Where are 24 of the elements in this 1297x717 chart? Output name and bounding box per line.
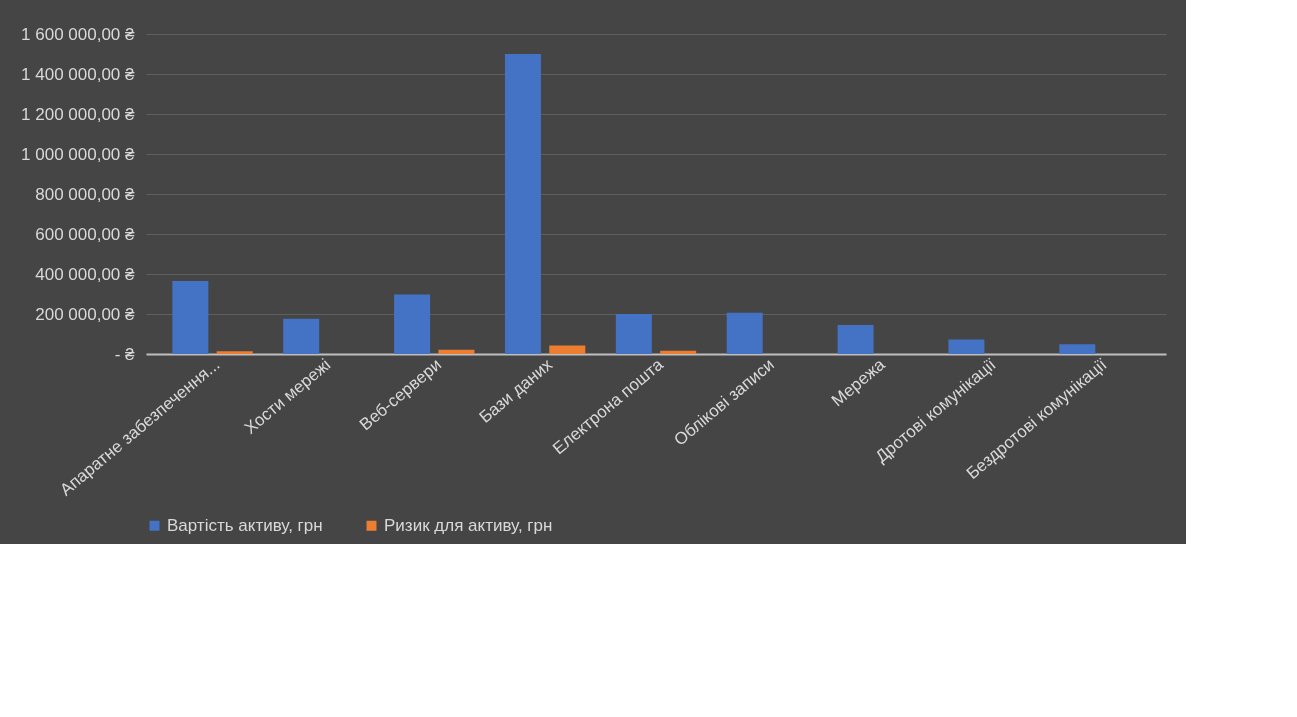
y-tick-label: - ₴	[114, 344, 136, 364]
bar	[660, 350, 697, 354]
y-tick-label: 200 000,00 ₴	[35, 304, 136, 324]
bar	[948, 339, 985, 354]
y-tick-label: 800 000,00 ₴	[35, 184, 136, 204]
y-tick-label: 1 400 000,00 ₴	[21, 64, 136, 84]
y-tick-label: 600 000,00 ₴	[35, 224, 136, 244]
legend-label: Ризик для активу, грн	[384, 515, 553, 535]
bar	[615, 314, 652, 354]
y-tick-label: 400 000,00 ₴	[35, 264, 136, 284]
bar	[504, 54, 541, 354]
bar	[394, 294, 431, 354]
bar	[837, 325, 874, 354]
y-tick-label: 1 200 000,00 ₴	[21, 104, 136, 124]
bar	[283, 318, 320, 354]
bar	[172, 281, 209, 354]
bar	[438, 349, 475, 354]
bar	[549, 345, 586, 354]
legend-label: Вартість активу, грн	[167, 515, 323, 535]
bar	[216, 351, 253, 354]
y-tick-label: 1 000 000,00 ₴	[21, 144, 136, 164]
bar	[726, 312, 763, 354]
y-tick-label: 1 600 000,00 ₴	[21, 24, 136, 44]
bar	[1059, 344, 1096, 354]
